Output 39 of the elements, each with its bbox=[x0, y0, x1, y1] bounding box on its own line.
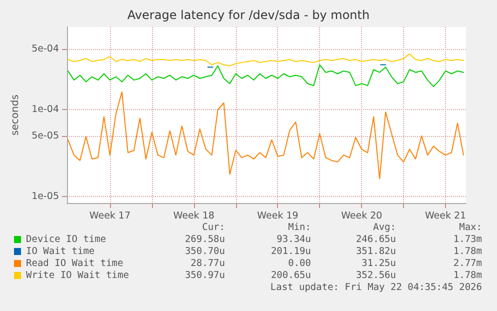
x-tick-label: Week 20 bbox=[341, 210, 382, 222]
text: 269.58u bbox=[184, 234, 225, 245]
text: 352.56u bbox=[356, 270, 396, 281]
line-series bbox=[68, 92, 464, 180]
text: Avg: bbox=[373, 222, 396, 233]
text: 31.25u bbox=[362, 258, 396, 269]
text: Cur: bbox=[202, 222, 225, 233]
text: 200.65u bbox=[270, 270, 311, 281]
line-series bbox=[68, 53, 464, 66]
x-tick-label: Week 17 bbox=[89, 210, 131, 222]
legend-label: Read IO Wait time bbox=[26, 258, 124, 269]
text: 351.82u bbox=[356, 246, 396, 257]
text: 2.77m bbox=[453, 258, 482, 269]
text: 201.19u bbox=[270, 246, 311, 257]
chart-title: Average latency for /dev/sda - by month bbox=[127, 8, 370, 22]
text: 93.34u bbox=[276, 234, 311, 245]
x-tick-label: Week 19 bbox=[257, 210, 298, 222]
legend-label: IO Wait time bbox=[26, 246, 95, 257]
y-tick-label: 1e-05 bbox=[32, 190, 59, 202]
x-tick-label: Week 18 bbox=[173, 210, 214, 222]
text: Max: bbox=[459, 222, 482, 233]
y-tick-label: 5e-04 bbox=[32, 44, 59, 55]
text: Last update: Fri May 22 04:35:45 2026 bbox=[270, 282, 482, 293]
text: 1.73m bbox=[453, 234, 482, 245]
legend-label: Device IO time bbox=[26, 234, 106, 245]
text: 28.77u bbox=[190, 258, 225, 269]
text: 350.70u bbox=[184, 246, 225, 257]
line-series bbox=[68, 64, 464, 88]
text: 1.78m bbox=[453, 270, 482, 281]
y-tick-label: 5e-05 bbox=[32, 130, 59, 142]
x-tick-label: Week 21 bbox=[424, 210, 466, 222]
text: 246.65u bbox=[356, 234, 396, 245]
text: 350.97u bbox=[184, 270, 225, 281]
text: 1.78m bbox=[453, 246, 482, 257]
legend-label: Write IO Wait time bbox=[26, 270, 129, 281]
text: 0.00 bbox=[288, 258, 311, 269]
y-tick-label: 1e-04 bbox=[32, 104, 59, 116]
text: Min: bbox=[288, 222, 311, 233]
y-axis-title: seconds bbox=[10, 94, 22, 136]
